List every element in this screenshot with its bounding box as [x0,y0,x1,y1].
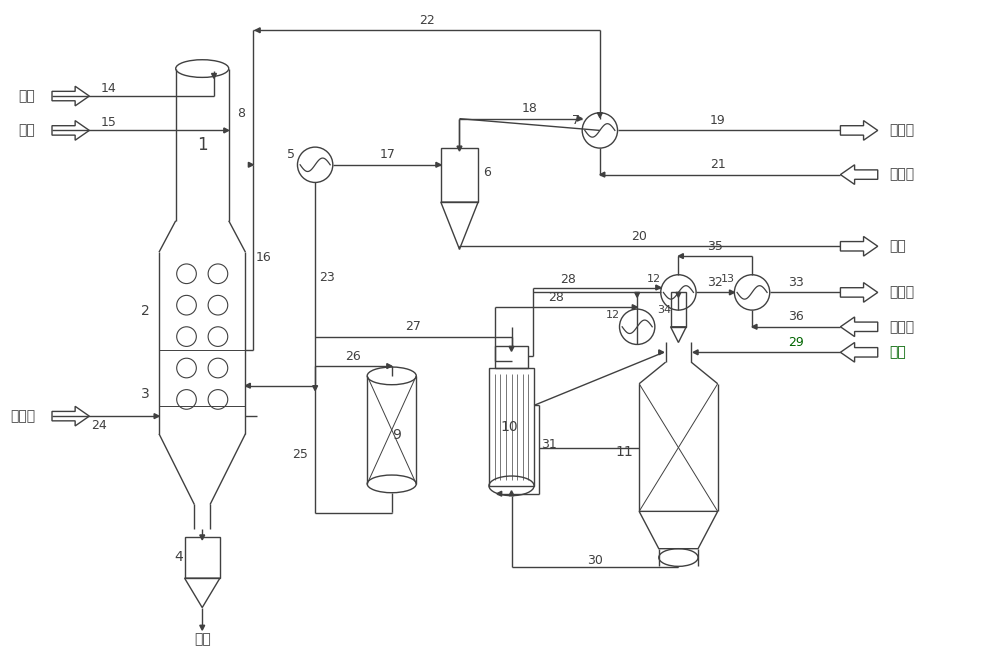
Text: 8: 8 [237,106,245,119]
Polygon shape [577,116,582,121]
Text: 28: 28 [561,273,576,286]
Bar [441,148,478,202]
Polygon shape [255,28,260,32]
Text: 7: 7 [572,114,580,127]
Text: 21: 21 [710,158,726,171]
Text: 25: 25 [292,448,308,461]
Polygon shape [752,324,757,329]
Polygon shape [154,413,159,419]
Text: 12: 12 [606,310,620,320]
Polygon shape [635,293,640,297]
Text: 32: 32 [707,276,723,289]
Text: 28: 28 [548,291,564,304]
Polygon shape [224,128,229,133]
Text: 2: 2 [141,304,150,318]
Text: 15: 15 [101,116,117,129]
Text: 5: 5 [287,149,295,162]
Text: 9: 9 [392,428,401,442]
Text: 合成气: 合成气 [890,286,915,299]
Bar [495,347,528,368]
Polygon shape [693,350,698,355]
Polygon shape [678,254,683,258]
Polygon shape [497,491,502,496]
Text: 23: 23 [319,271,335,284]
Polygon shape [659,350,664,355]
Text: 24: 24 [91,419,107,432]
Text: 29: 29 [788,336,804,349]
Text: 12: 12 [647,274,661,284]
Text: 料浆: 料浆 [19,89,35,103]
Polygon shape [200,625,205,630]
Text: 33: 33 [788,276,804,289]
Text: 36: 36 [788,310,804,323]
Polygon shape [436,162,441,167]
Polygon shape [245,384,250,388]
Text: 合成气: 合成气 [890,123,915,138]
Text: 细灰: 细灰 [890,239,906,253]
Text: 灰渣: 灰渣 [194,632,211,646]
Polygon shape [597,113,602,117]
Text: 27: 27 [405,321,421,334]
Polygon shape [248,162,253,167]
Bar [185,537,220,578]
Text: 11: 11 [616,445,633,459]
Polygon shape [387,363,392,369]
Text: 31: 31 [541,438,557,451]
Text: 10: 10 [501,420,518,434]
Polygon shape [313,386,318,391]
Text: 18: 18 [522,103,538,116]
Text: 6: 6 [483,166,491,179]
Polygon shape [729,290,734,295]
Text: 氧气: 氧气 [890,345,906,360]
Polygon shape [457,146,462,151]
Polygon shape [600,172,605,177]
Bar [671,293,686,327]
Text: 天然气: 天然气 [10,409,35,423]
Text: 26: 26 [346,350,361,363]
Text: 22: 22 [419,14,434,27]
Text: 14: 14 [101,82,117,95]
Text: 20: 20 [631,230,647,243]
Text: 13: 13 [721,274,735,284]
Text: 氧气: 氧气 [19,123,35,138]
Polygon shape [656,285,661,290]
Text: 1: 1 [197,136,208,154]
Text: 水蒸汽: 水蒸汽 [890,320,915,334]
Text: 30: 30 [587,554,603,567]
Text: 3: 3 [141,387,150,402]
Polygon shape [200,535,205,540]
Text: 34: 34 [658,305,672,315]
Bar [489,368,534,486]
Text: 19: 19 [710,114,726,127]
Text: 16: 16 [255,251,271,264]
Polygon shape [509,491,514,496]
Polygon shape [212,73,216,79]
Polygon shape [676,293,681,297]
Polygon shape [509,347,514,351]
Text: 水蒸汽: 水蒸汽 [890,167,915,182]
Text: 35: 35 [707,239,723,252]
Text: 17: 17 [379,149,395,162]
Polygon shape [632,304,637,310]
Text: 4: 4 [174,550,183,563]
